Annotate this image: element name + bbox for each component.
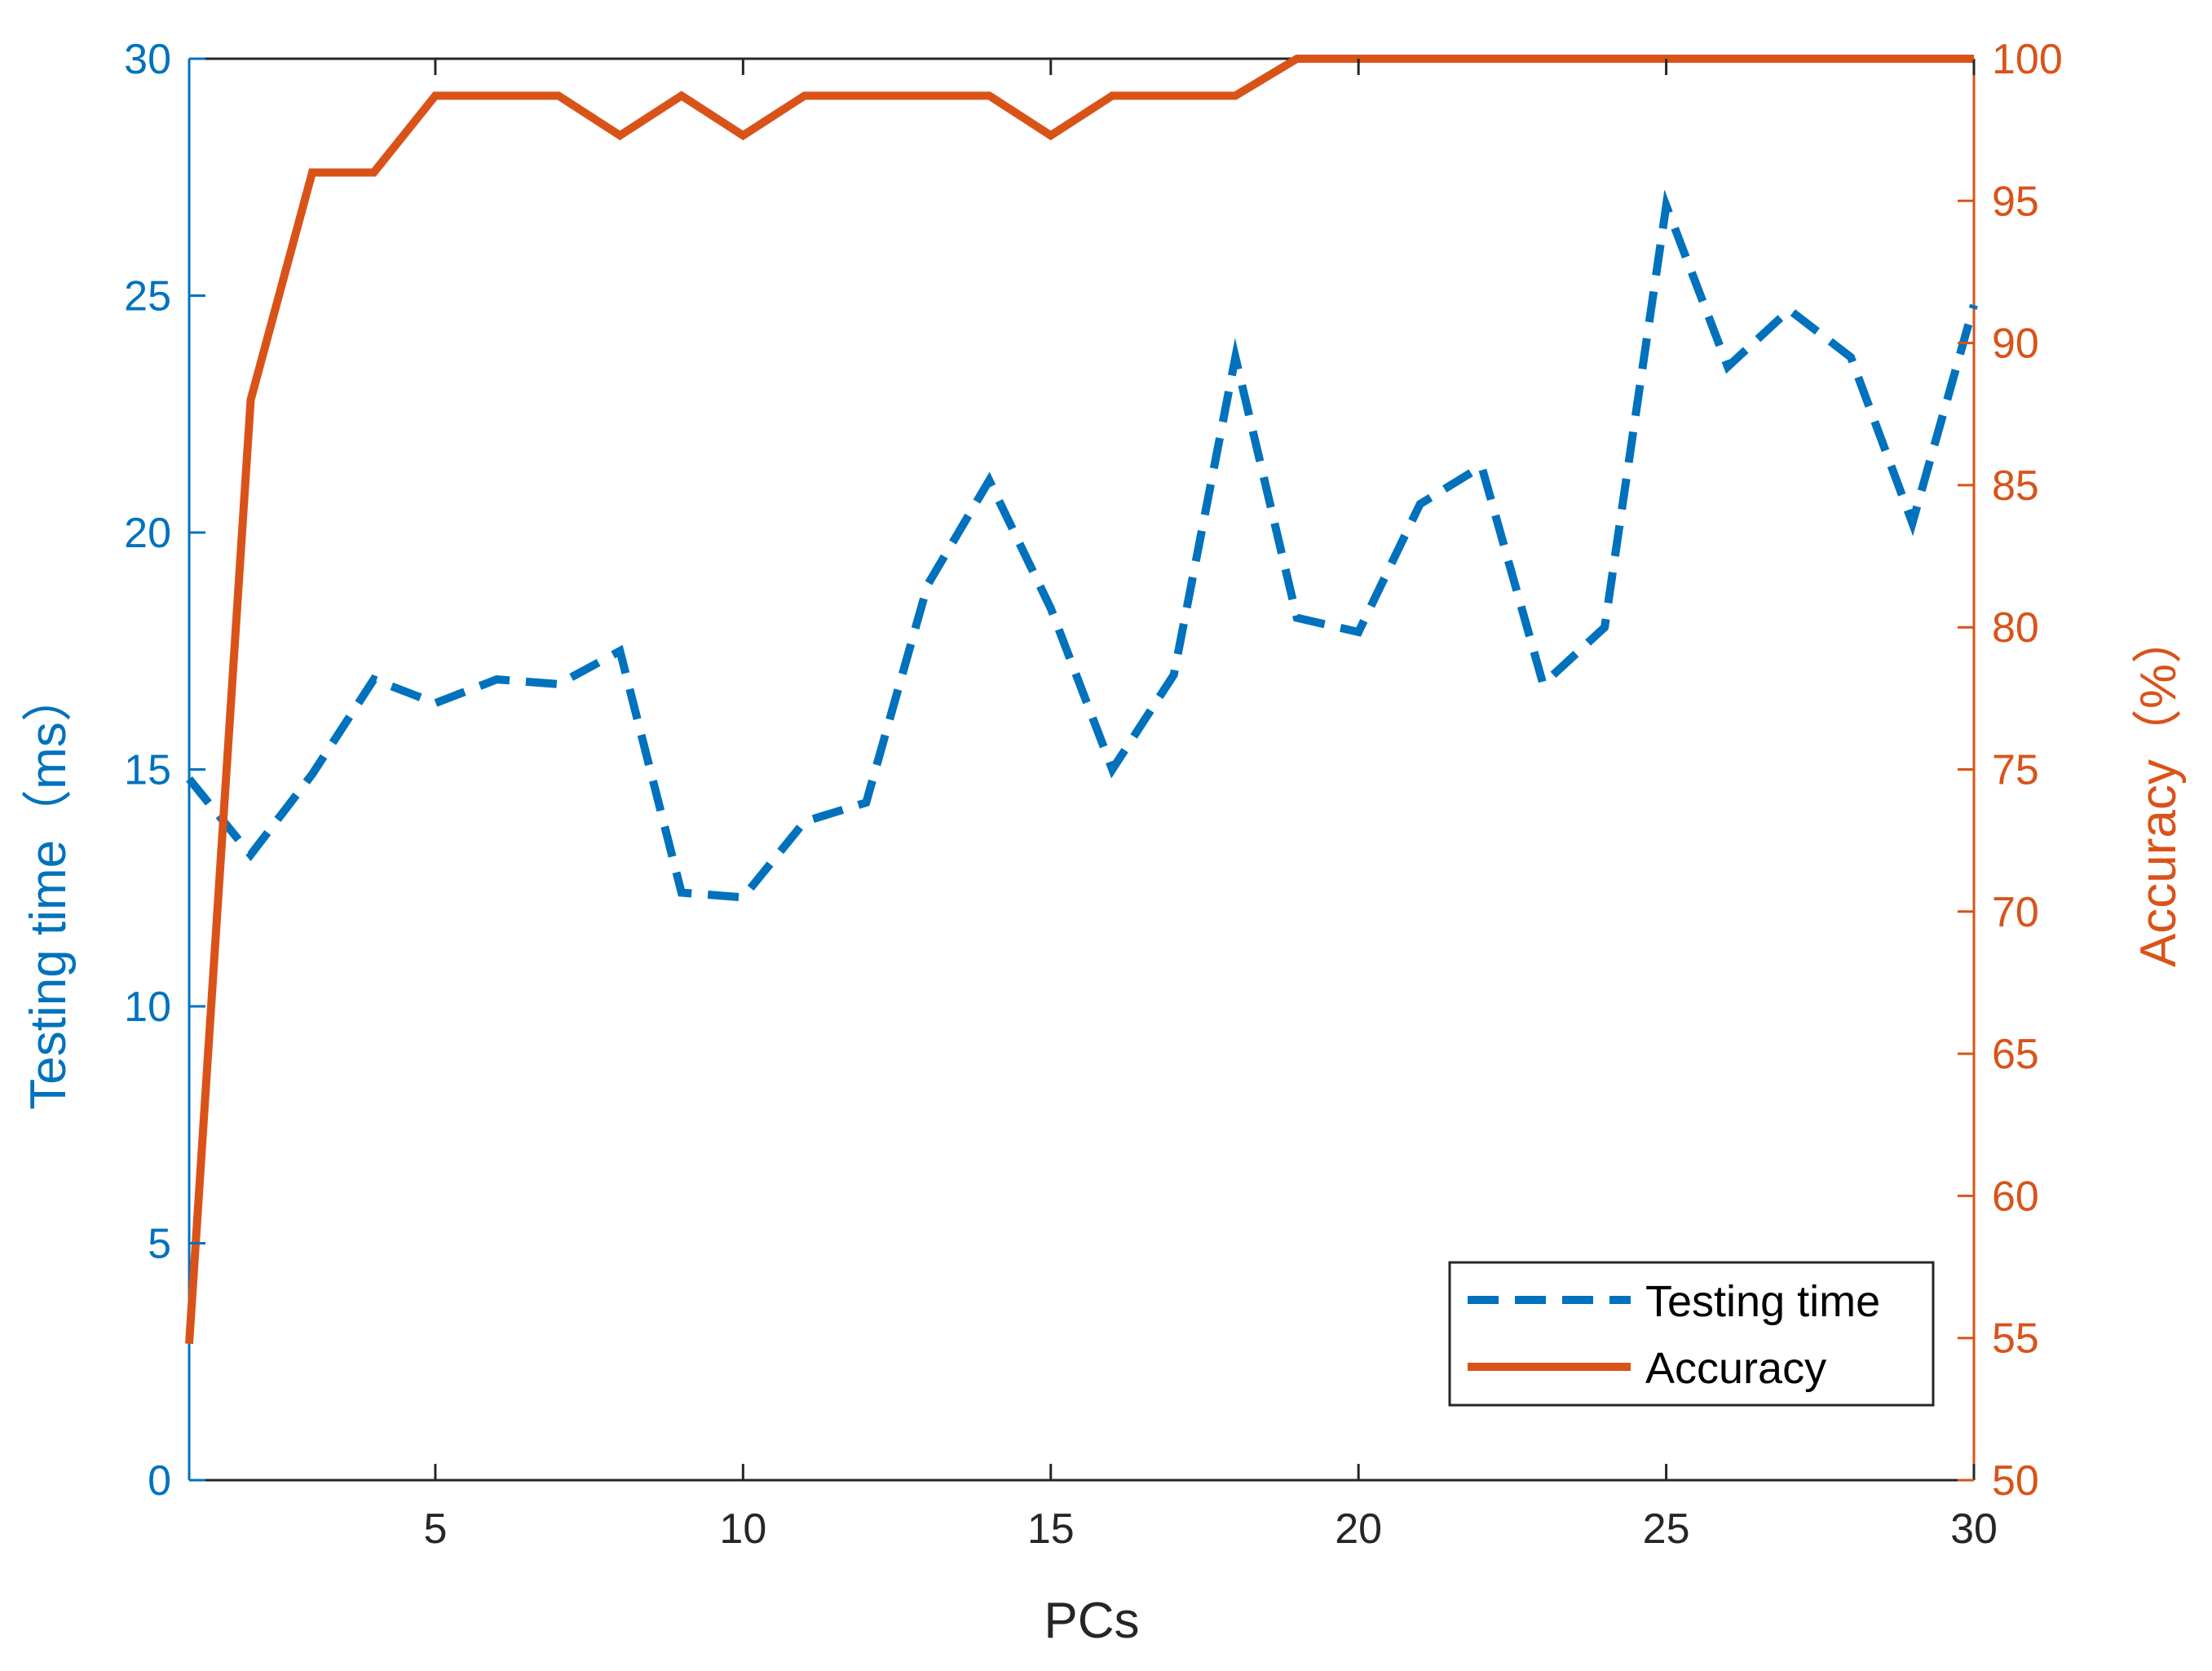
x-tick-label: 25 (1643, 1505, 1690, 1553)
y-right-tick-label: 95 (1992, 178, 2039, 225)
legend-label-testing-time: Testing time (1645, 1277, 1880, 1326)
y-right-tick-label: 55 (1992, 1315, 2039, 1363)
legend-label-accuracy: Accuracy (1645, 1344, 1826, 1393)
y-left-tick-label: 20 (124, 510, 171, 557)
x-tick-label: 15 (1027, 1505, 1075, 1553)
series-layer (185, 55, 1978, 1344)
y-left-tick-label: 10 (124, 984, 171, 1031)
y-left-tick-label: 15 (124, 747, 171, 794)
y-right-tick-label: 75 (1992, 747, 2039, 794)
series-line-accuracy (185, 55, 1974, 1344)
y-right-tick-label: 90 (1992, 320, 2039, 368)
y-right-tick-label: 60 (1992, 1173, 2039, 1220)
x-tick-label: 5 (423, 1505, 447, 1553)
y-right-tick-label: 70 (1992, 889, 2039, 936)
x-axis-label: PCs (1044, 1593, 1139, 1649)
legend: Testing time Accuracy (1448, 1261, 1935, 1407)
y-left-tick-label: 5 (148, 1221, 171, 1268)
y-right-tick-label: 65 (1992, 1031, 2039, 1078)
y-right-tick-label: 80 (1992, 604, 2039, 652)
x-tick-label: 10 (719, 1505, 766, 1553)
y-left-tick-label: 0 (148, 1457, 171, 1505)
series-line-testing-time (186, 189, 1978, 902)
y-right-tick-label: 50 (1992, 1457, 2039, 1505)
legend-box (1448, 1261, 1935, 1407)
x-tick-label: 30 (1950, 1505, 1998, 1553)
y-right-tick-label: 85 (1992, 462, 2039, 510)
y-axis-right-label: Accuracy（%） (2130, 613, 2187, 967)
axes-layer: 5 10 15 20 25 3005101520253050556065707580859… (124, 36, 2063, 1553)
x-tick-label: 20 (1335, 1505, 1382, 1553)
y-left-tick-label: 30 (124, 36, 171, 83)
y-axis-left-label: Testing time（ms） (20, 671, 77, 1109)
y-left-tick-label: 25 (124, 273, 171, 320)
y-right-tick-label: 100 (1992, 36, 2063, 83)
